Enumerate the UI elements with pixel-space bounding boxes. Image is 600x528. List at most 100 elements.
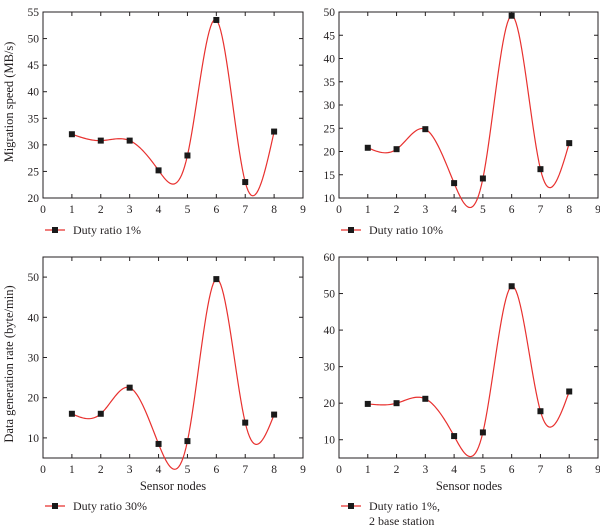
plot-frame xyxy=(42,256,304,459)
data-point xyxy=(155,440,162,447)
x-tick-label: 1 xyxy=(69,204,75,216)
x-axis-title-bottom-right: Sensor nodes xyxy=(436,479,502,493)
x-tick-label: 1 xyxy=(365,464,371,476)
data-point xyxy=(422,126,429,133)
x-tick-label: 4 xyxy=(451,464,457,476)
x-tick-label: 1 xyxy=(365,204,371,216)
x-tick-label: 7 xyxy=(242,464,248,476)
x-tick-label: 0 xyxy=(40,204,46,216)
plot-frame xyxy=(338,256,599,459)
x-tick-label: 4 xyxy=(156,204,162,216)
legend-label: Duty ratio 30% xyxy=(73,499,147,513)
data-point xyxy=(537,166,544,173)
y-axis-title-top: Migration speed (MB/s) xyxy=(2,42,16,163)
x-tick-label: 7 xyxy=(242,204,248,216)
plot-frame xyxy=(338,11,599,199)
data-point xyxy=(566,140,573,147)
y-tick-label: 30 xyxy=(28,140,40,152)
x-tick-label: 0 xyxy=(40,464,46,476)
x-tick-label: 2 xyxy=(394,464,400,476)
y-tick-label: 50 xyxy=(324,7,336,19)
data-point xyxy=(479,175,486,182)
y-tick-label: 25 xyxy=(324,123,336,135)
y-tick-label: 40 xyxy=(324,325,336,337)
data-point xyxy=(97,410,104,417)
y-tick-label: 10 xyxy=(324,193,336,205)
data-point xyxy=(479,429,486,436)
x-tick-label: 9 xyxy=(595,464,600,476)
fit-curve xyxy=(71,18,275,197)
panel-bottom-right: 0 1 2 3 4 5 6 7 8 9 10 20 30 40 50 60 Duty ratio 1%,2 ba… xyxy=(324,252,600,528)
data-point xyxy=(213,276,220,283)
x-tick-label: 9 xyxy=(300,464,306,476)
data-point xyxy=(68,410,75,417)
y-tick-label: 35 xyxy=(28,113,40,125)
x-tick-label: 9 xyxy=(595,204,600,216)
data-point xyxy=(508,283,515,290)
x-tick-label: 1 xyxy=(69,464,75,476)
x-tick-label: 7 xyxy=(538,464,544,476)
legend-marker xyxy=(52,227,58,233)
y-tick-label: 30 xyxy=(324,100,336,112)
data-point xyxy=(364,144,371,151)
data-point xyxy=(508,12,515,19)
x-tick-label: 5 xyxy=(185,464,191,476)
data-point xyxy=(451,433,458,440)
data-point xyxy=(213,16,220,23)
data-point xyxy=(271,128,278,135)
x-tick-label: 8 xyxy=(566,464,572,476)
x-tick-label: 5 xyxy=(480,204,486,216)
legend-label: Duty ratio 1% xyxy=(73,223,141,237)
data-point xyxy=(242,179,249,186)
legend-marker xyxy=(348,503,354,509)
x-tick-label: 8 xyxy=(271,204,277,216)
x-tick-label: 6 xyxy=(509,204,515,216)
data-point xyxy=(393,146,400,153)
data-point xyxy=(566,388,573,395)
data-point xyxy=(68,131,75,138)
x-tick-label: 3 xyxy=(127,464,133,476)
x-tick-label: 5 xyxy=(480,464,486,476)
data-point xyxy=(393,400,400,407)
x-tick-label: 6 xyxy=(213,204,219,216)
y-tick-label: 35 xyxy=(324,77,336,89)
y-tick-label: 10 xyxy=(324,435,336,447)
x-axis-title-bottom-left: Sensor nodes xyxy=(140,479,206,493)
x-tick-label: 2 xyxy=(98,464,104,476)
x-tick-label: 2 xyxy=(394,204,400,216)
x-tick-label: 7 xyxy=(538,204,544,216)
data-point xyxy=(97,137,104,144)
data-point xyxy=(155,167,162,174)
data-point xyxy=(242,419,249,426)
fit-curve xyxy=(367,15,570,209)
legend-marker xyxy=(52,503,58,509)
x-tick-label: 2 xyxy=(98,204,104,216)
fit-curve xyxy=(71,278,275,470)
y-tick-label: 40 xyxy=(324,54,336,66)
legend-label: Duty ratio 10% xyxy=(369,223,443,237)
x-tick-label: 3 xyxy=(422,204,428,216)
data-point xyxy=(537,408,544,415)
y-tick-label: 50 xyxy=(28,34,40,46)
x-tick-label: 4 xyxy=(451,204,457,216)
y-tick-label: 30 xyxy=(324,362,336,374)
legend-label: Duty ratio 1%, xyxy=(369,499,440,513)
y-tick-label: 50 xyxy=(324,289,336,301)
y-tick-label: 30 xyxy=(28,353,40,365)
x-tick-label: 5 xyxy=(185,204,191,216)
x-tick-label: 3 xyxy=(422,464,428,476)
x-tick-label: 6 xyxy=(213,464,219,476)
panel-bottom-left: 0 1 2 3 4 5 6 7 8 9 10 20 30 40 50 Duty ratio 30% xyxy=(28,256,306,513)
x-tick-label: 4 xyxy=(156,464,162,476)
y-tick-label: 15 xyxy=(324,170,336,182)
y-tick-label: 40 xyxy=(28,312,40,324)
fit-curve xyxy=(367,285,570,458)
y-tick-label: 40 xyxy=(28,87,40,99)
y-tick-label: 45 xyxy=(28,60,40,72)
data-point xyxy=(364,400,371,407)
y-tick-label: 25 xyxy=(28,166,40,178)
y-tick-label: 50 xyxy=(28,272,40,284)
legend-marker xyxy=(348,227,354,233)
